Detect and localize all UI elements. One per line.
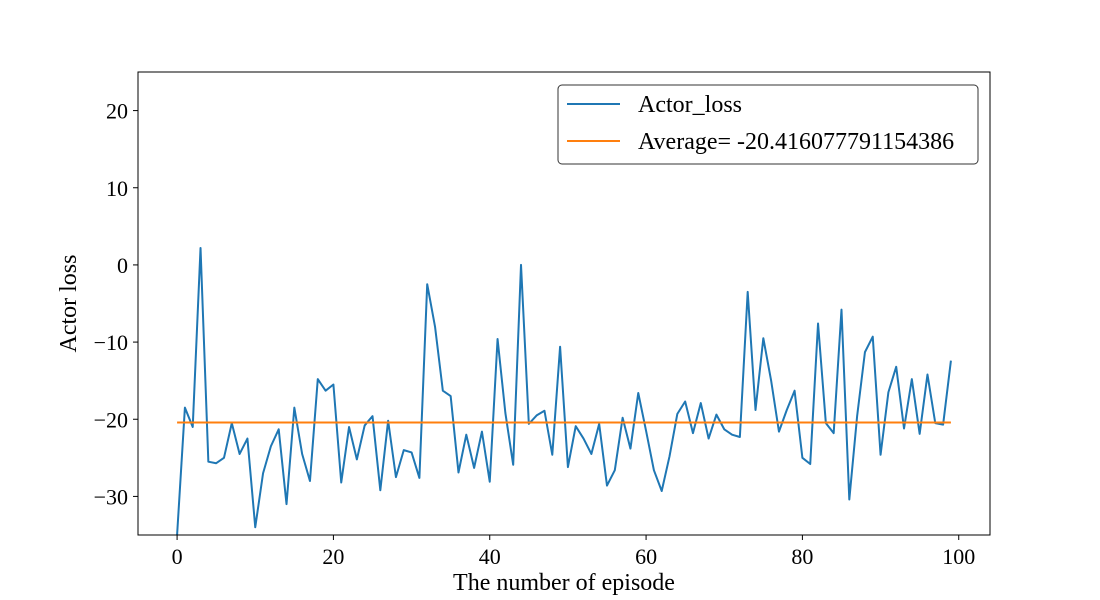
plot-series: [176, 246, 952, 536]
y-tick-label: 0: [117, 253, 128, 278]
x-tick-label: 0: [172, 544, 183, 569]
y-tick-label: 20: [106, 99, 128, 124]
y-tick-label: −10: [94, 330, 128, 355]
legend-box: [557, 84, 979, 165]
x-tick-label: 40: [479, 544, 501, 569]
y-tick-label: −20: [94, 407, 128, 432]
y-axis-ticks: −30 −20 −10 0 10 20: [94, 99, 138, 509]
x-axis-label: The number of episode: [453, 570, 675, 596]
x-tick-label: 60: [635, 544, 657, 569]
legend: Actor_loss Average= -20.416077791154386: [557, 84, 979, 165]
legend-label-average: Average= -20.416077791154386: [638, 129, 954, 155]
x-axis-ticks: 0 20 40 60 80 100: [172, 535, 975, 569]
actor-loss-line: [176, 246, 952, 536]
x-tick-label: 100: [942, 544, 975, 569]
x-tick-label: 80: [791, 544, 813, 569]
x-tick-label: 20: [322, 544, 344, 569]
y-axis-label: Actor loss: [56, 255, 82, 353]
legend-label-actor-loss: Actor_loss: [638, 92, 742, 118]
y-tick-label: 10: [106, 176, 128, 201]
y-tick-label: −30: [94, 484, 128, 509]
plot-frame: [137, 71, 991, 536]
